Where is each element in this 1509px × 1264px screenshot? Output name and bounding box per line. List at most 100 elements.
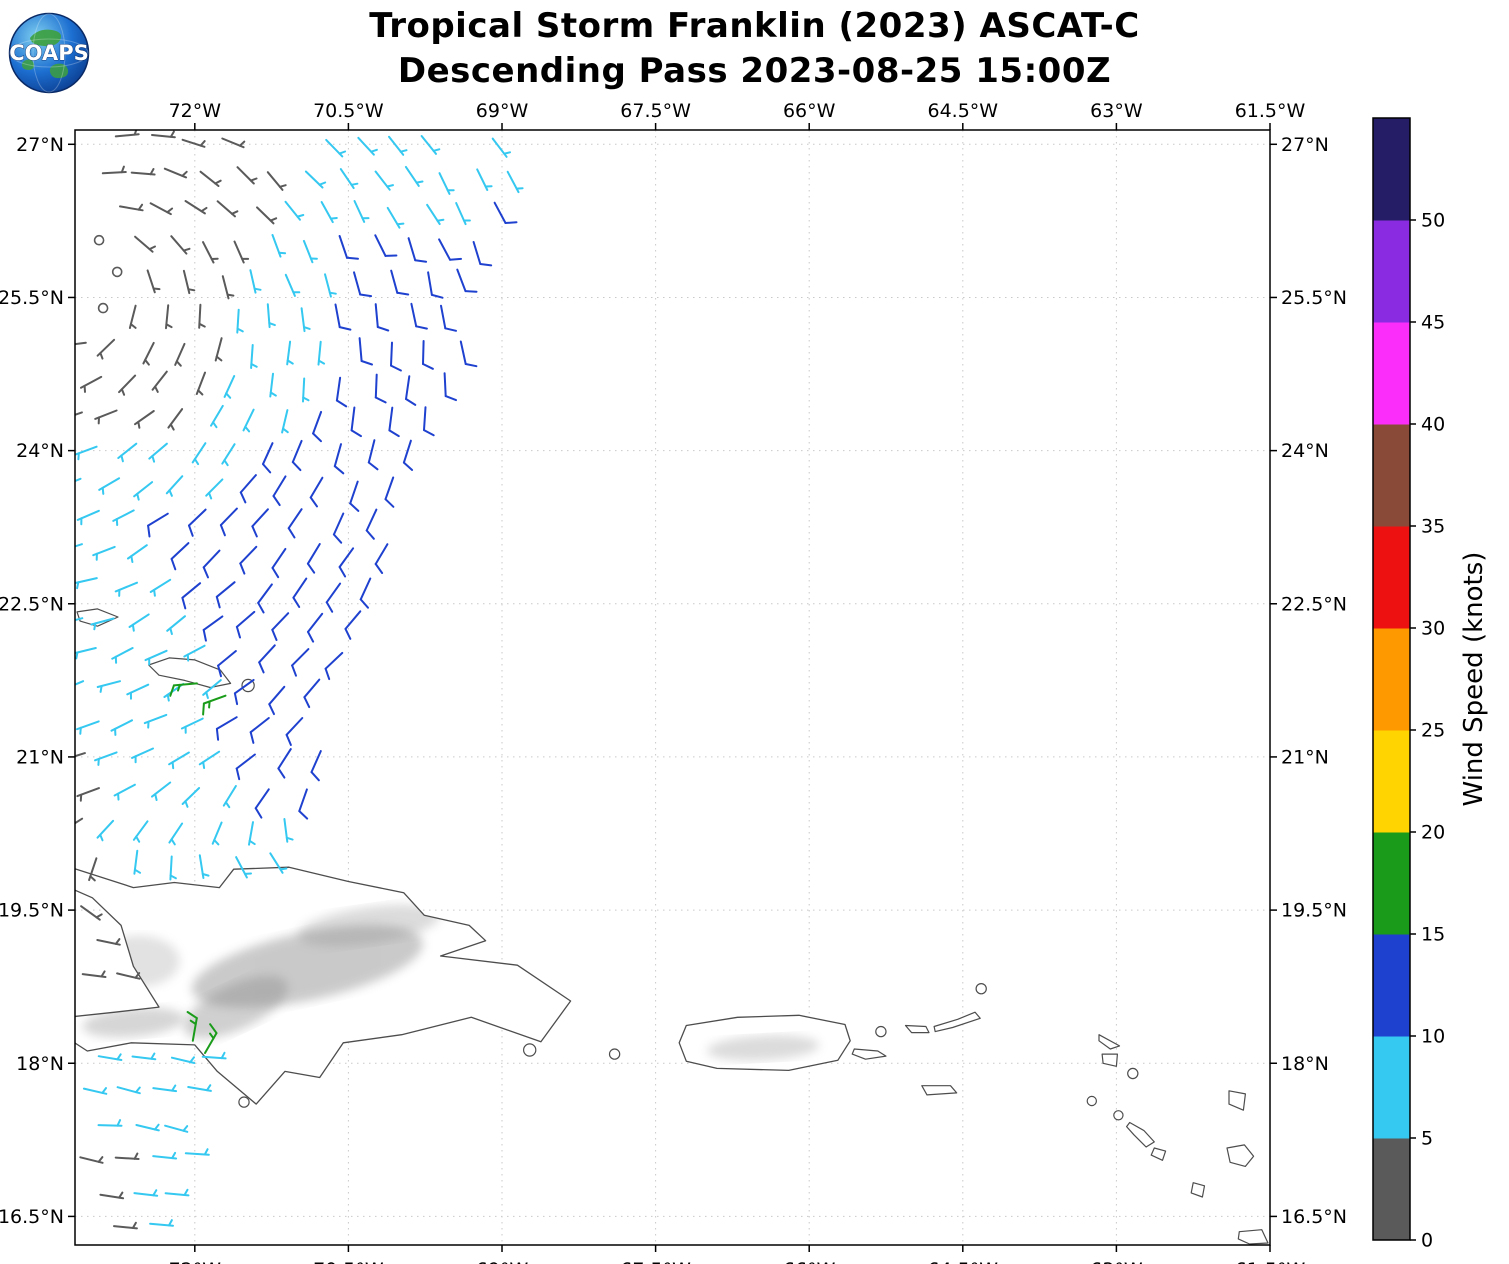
x-tick-label-top: 72°W — [169, 100, 222, 122]
wind-barb — [97, 1053, 123, 1061]
island-saona — [523, 1043, 537, 1057]
wind-barb — [152, 1084, 178, 1093]
wind-barb — [262, 442, 274, 474]
wind-barb — [307, 612, 324, 643]
wind-barb — [242, 408, 255, 433]
wind-barb — [169, 855, 177, 881]
wind-barb — [88, 857, 98, 882]
wind-barb — [132, 820, 149, 843]
calm-circle — [97, 302, 109, 314]
wind-barb — [117, 442, 138, 463]
y-tick-label-left: 18°N — [16, 1053, 64, 1075]
wind-barb — [131, 1052, 157, 1061]
island-tortola-st-john — [933, 1011, 981, 1033]
wind-barb — [94, 751, 118, 766]
wind-barb — [168, 822, 184, 846]
wind-barb — [181, 138, 206, 148]
wind-barb — [214, 337, 223, 362]
wind-barb — [75, 543, 83, 548]
wind-barb — [285, 717, 304, 746]
wind-barb — [386, 206, 405, 229]
wind-barb — [358, 337, 373, 366]
wind-barb — [202, 679, 222, 699]
x-tick-label-bottom: 64.5°W — [928, 1259, 999, 1264]
wind-barb — [250, 344, 258, 369]
wind-barb — [338, 547, 355, 578]
y-tick-label-right: 22.5°N — [1281, 593, 1347, 615]
coastline-outline-hispaniola — [75, 866, 572, 1105]
wind-barb — [75, 577, 98, 590]
wind-barb — [148, 442, 168, 463]
wind-barb — [221, 275, 235, 300]
y-tick-label-right: 21°N — [1281, 746, 1329, 768]
wind-barb — [506, 170, 524, 194]
wind-barb — [75, 817, 84, 825]
colorbar-segment-50+ — [1373, 118, 1410, 221]
wind-barb — [266, 171, 287, 191]
terrain-shade — [183, 975, 288, 1039]
wind-barb — [149, 1219, 174, 1227]
wind-barb — [170, 235, 191, 255]
wind-barb — [291, 648, 310, 677]
wind-barb — [133, 481, 154, 501]
wind-barb — [98, 477, 121, 495]
y-tick-label-right: 27°N — [1281, 134, 1329, 156]
title-line-2: Descending Pass 2023-08-25 15:00Z — [397, 51, 1112, 91]
wind-barb — [310, 750, 322, 782]
island-guadeloupe-north — [1237, 1229, 1269, 1245]
wind-barb — [126, 683, 150, 700]
wind-barb — [180, 717, 204, 734]
y-tick-label-left: 25.5°N — [0, 287, 64, 309]
wind-barb — [235, 610, 256, 639]
colorbar-segment-10-15 — [1373, 934, 1410, 1037]
wind-barb — [256, 206, 278, 225]
wind-barb — [365, 508, 378, 540]
wind-barb — [80, 905, 103, 921]
wind-barb — [438, 238, 462, 261]
wind-barb — [257, 583, 273, 614]
wind-barb — [164, 1188, 190, 1197]
wind-barb — [291, 439, 303, 472]
wind-barb — [163, 167, 188, 179]
y-tick-label-right: 25.5°N — [1281, 287, 1347, 309]
wind-barb — [151, 370, 168, 393]
wind-barb — [119, 203, 144, 212]
wind-barb — [283, 818, 294, 843]
wind-barb — [357, 136, 378, 156]
island-culebra — [875, 1025, 887, 1038]
wind-barb — [268, 685, 286, 716]
wind-barb — [233, 678, 255, 706]
wind-barb — [174, 342, 186, 367]
wind-barb — [134, 235, 156, 253]
y-tick-label-left: 24°N — [16, 440, 64, 462]
wind-barb — [165, 304, 173, 330]
colorbar-tick-label: 50 — [1421, 210, 1445, 232]
wind-barb — [184, 1148, 210, 1156]
wind-barb — [195, 371, 206, 396]
wind-barb — [135, 1123, 160, 1132]
wind-barb — [239, 545, 258, 575]
colorbar-segment-5-10 — [1373, 1036, 1410, 1139]
island-antigua — [1226, 1144, 1255, 1167]
wind-barb — [284, 200, 305, 221]
wind-barb — [99, 1191, 125, 1200]
wind-barb — [233, 240, 250, 264]
y-tick-label-left: 22.5°N — [0, 593, 64, 615]
calm-circle — [93, 234, 105, 246]
island-anegada — [975, 983, 987, 995]
wind-barb — [222, 785, 237, 809]
wind-barb — [146, 269, 161, 294]
wind-barb — [334, 303, 352, 331]
wind-barb — [236, 308, 244, 334]
globe-icon — [8, 12, 90, 94]
coaps-logo-svg: COAPS — [8, 12, 90, 94]
wind-barb — [184, 200, 208, 215]
island-barbuda — [1228, 1090, 1246, 1111]
wind-barb — [277, 748, 292, 779]
wind-barb — [325, 582, 342, 613]
wind-barb — [116, 972, 141, 980]
wind-barb — [133, 1189, 159, 1197]
wind-barb — [202, 615, 224, 642]
colorbar: 0 5 10 15 20 25 30 35 40 45 50 Wind Speed (knots) — [1372, 117, 1489, 1252]
wind-barb — [204, 1023, 218, 1054]
